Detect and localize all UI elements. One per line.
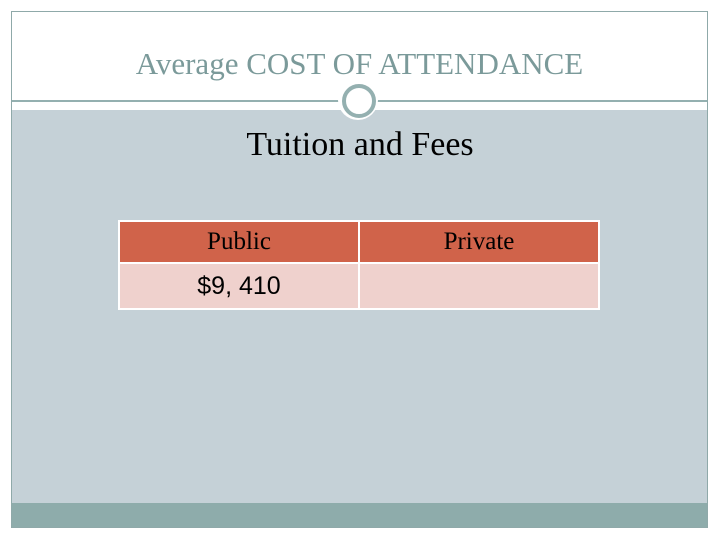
header-public: Public xyxy=(118,220,360,264)
header-private: Private xyxy=(358,220,600,264)
table-header-row: Public Private xyxy=(118,220,600,264)
footer-bar xyxy=(12,503,707,527)
slide-subtitle: Tuition and Fees xyxy=(246,126,474,163)
circle-ring-icon xyxy=(342,84,376,118)
cell-public-cost: $9, 410 xyxy=(118,262,360,310)
slide-frame xyxy=(11,11,708,528)
slide-title: Average COST OF ATTENDANCE xyxy=(135,46,584,81)
cell-private-cost xyxy=(358,262,600,310)
table-row: $9, 410 xyxy=(118,262,600,310)
cost-table: Public Private $9, 410 xyxy=(118,220,600,310)
